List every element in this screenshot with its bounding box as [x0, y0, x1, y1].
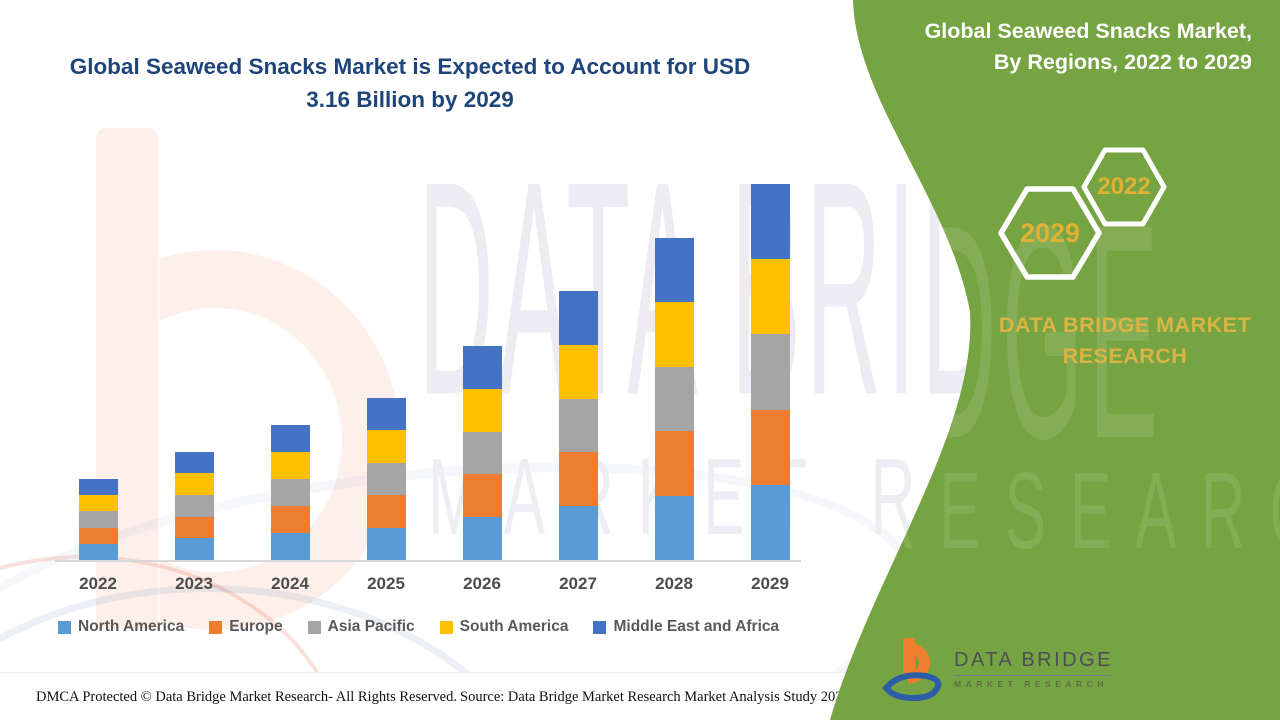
- bar-segment-middle-east-and-africa-2027: [558, 291, 598, 345]
- bar-2029: [750, 184, 790, 560]
- legend-label-asia-pacific: Asia Pacific: [327, 618, 415, 635]
- x-axis-label-2022: 2022: [79, 574, 117, 593]
- legend-swatch-asia-pacific: [307, 620, 321, 634]
- page-title-line1: Global Seaweed Snacks Market is Expected…: [69, 54, 751, 79]
- x-axis-label-2029: 2029: [751, 574, 789, 593]
- x-axis-label-2027: 2027: [559, 574, 597, 593]
- hexagon-2029-outline: [998, 186, 1102, 280]
- bar-segment-south-america-2022: [78, 495, 118, 512]
- bar-segment-asia-pacific-2022: [78, 511, 118, 528]
- dbmr-logo-icon: [882, 638, 942, 702]
- bar-segment-south-america-2028: [654, 302, 694, 367]
- bar-2027: [558, 291, 598, 560]
- hexagon-2029: 2029: [998, 186, 1102, 280]
- hexagon-2022-outline: [1081, 147, 1167, 227]
- panel-title-line1: Global Seaweed Snacks Market,: [924, 19, 1252, 43]
- bar-segment-south-america-2025: [366, 430, 406, 463]
- hexagon-2022: 2022: [1081, 147, 1167, 227]
- bar-segment-middle-east-and-africa-2028: [654, 237, 694, 302]
- x-axis-label-2026: 2026: [463, 574, 501, 593]
- bar-segment-europe-2025: [366, 495, 406, 528]
- bar-segment-north-america-2028: [654, 495, 694, 560]
- bar-segment-north-america-2022: [78, 543, 118, 560]
- brand-text-line1: DATA BRIDGE MARKET: [998, 313, 1252, 337]
- bar-segment-europe-2024: [270, 505, 310, 533]
- dbmr-logo-title: DATA BRIDGE: [954, 649, 1114, 676]
- bar-segment-europe-2023: [174, 516, 214, 539]
- page-title-line2: 3.16 Billion by 2029: [306, 87, 514, 112]
- bar-segment-north-america-2025: [366, 527, 406, 560]
- bar-segment-asia-pacific-2026: [462, 431, 502, 475]
- bar-segment-europe-2029: [750, 409, 790, 485]
- bar-segment-europe-2027: [558, 452, 598, 507]
- bar-segment-europe-2028: [654, 431, 694, 496]
- bar-segment-middle-east-and-africa-2022: [78, 479, 118, 496]
- chart-legend: North America Europe Asia Pacific South Ame…: [58, 618, 779, 636]
- bar-segment-asia-pacific-2023: [174, 494, 214, 517]
- bar-2024: [270, 424, 310, 560]
- bar-2022: [78, 479, 118, 560]
- bar-segment-south-america-2023: [174, 473, 214, 495]
- hexagon-2022-label: 2022: [1097, 173, 1151, 200]
- footer-copyright: DMCA Protected © Data Bridge Market Rese…: [36, 689, 457, 705]
- bar-segment-middle-east-and-africa-2029: [750, 184, 790, 260]
- bar-segment-north-america-2029: [750, 484, 790, 560]
- bar-segment-asia-pacific-2024: [270, 478, 310, 506]
- legend-swatch-north-america: [58, 620, 71, 634]
- bar-segment-north-america-2027: [558, 506, 598, 560]
- bar-segment-asia-pacific-2027: [558, 398, 598, 453]
- legend-swatch-south-america: [439, 620, 453, 634]
- bar-2028: [654, 237, 694, 560]
- bar-segment-asia-pacific-2028: [654, 366, 694, 431]
- bar-segment-north-america-2023: [174, 538, 214, 560]
- page-title: Global Seaweed Snacks Market is Expected…: [58, 50, 762, 116]
- legend-item-asia-pacific: Asia Pacific: [307, 618, 415, 636]
- bar-segment-middle-east-and-africa-2026: [462, 346, 502, 389]
- legend-label-europe: Europe: [229, 618, 283, 635]
- legend-swatch-europe: [209, 620, 223, 634]
- bar-segment-south-america-2029: [750, 259, 790, 335]
- bar-segment-europe-2026: [462, 474, 502, 518]
- legend-item-south-america: South America: [439, 618, 569, 636]
- green-panel-shape: [830, 0, 1280, 720]
- bar-segment-north-america-2024: [270, 532, 310, 560]
- bar-2025: [366, 398, 406, 560]
- legend-item-europe: Europe: [209, 618, 283, 636]
- legend-label-south-america: South America: [459, 618, 569, 635]
- x-axis-label-2028: 2028: [655, 574, 693, 593]
- bar-segment-asia-pacific-2029: [750, 334, 790, 410]
- bar-segment-middle-east-and-africa-2023: [174, 451, 214, 474]
- x-axis: 2022 2023 2024 2025 2026 2027 2028 2029: [55, 574, 801, 598]
- bar-segment-north-america-2026: [462, 517, 502, 560]
- bar-segment-europe-2022: [78, 527, 118, 544]
- bar-segment-south-america-2024: [270, 451, 310, 479]
- legend-label-north-america: North America: [78, 618, 185, 635]
- legend-item-north-america: North America: [58, 618, 184, 636]
- bar-segment-south-america-2027: [558, 344, 598, 399]
- bar-segment-south-america-2026: [462, 388, 502, 432]
- panel-title-line2: By Regions, 2022 to 2029: [993, 50, 1252, 74]
- dbmr-logo: DATA BRIDGE MARKET RESEARCH: [882, 636, 1114, 702]
- bar-segment-middle-east-and-africa-2024: [270, 424, 310, 452]
- bar-2023: [174, 451, 214, 560]
- x-axis-label-2023: 2023: [175, 574, 213, 593]
- legend-swatch-middle-east-and-africa: [593, 620, 607, 634]
- bar-2026: [462, 346, 502, 560]
- x-axis-label-2025: 2025: [367, 574, 405, 593]
- bar-segment-asia-pacific-2025: [366, 462, 406, 496]
- bar-chart: [55, 170, 801, 562]
- panel-title: Global Seaweed Snacks Market, By Regions…: [890, 16, 1252, 78]
- x-axis-label-2024: 2024: [271, 574, 309, 593]
- hexagon-2029-label: 2029: [1019, 217, 1081, 248]
- legend-label-middle-east-and-africa: Middle East and Africa: [613, 618, 780, 635]
- brand-text-line2: RESEARCH: [1062, 344, 1188, 368]
- legend-item-middle-east-and-africa: Middle East and Africa: [593, 618, 779, 636]
- footer-source: Source: Data Bridge Market Research Mark…: [460, 689, 850, 705]
- dbmr-logo-subtitle: MARKET RESEARCH: [954, 679, 1108, 689]
- bar-segment-middle-east-and-africa-2025: [366, 398, 406, 431]
- brand-text: DATA BRIDGE MARKET RESEARCH: [975, 310, 1275, 372]
